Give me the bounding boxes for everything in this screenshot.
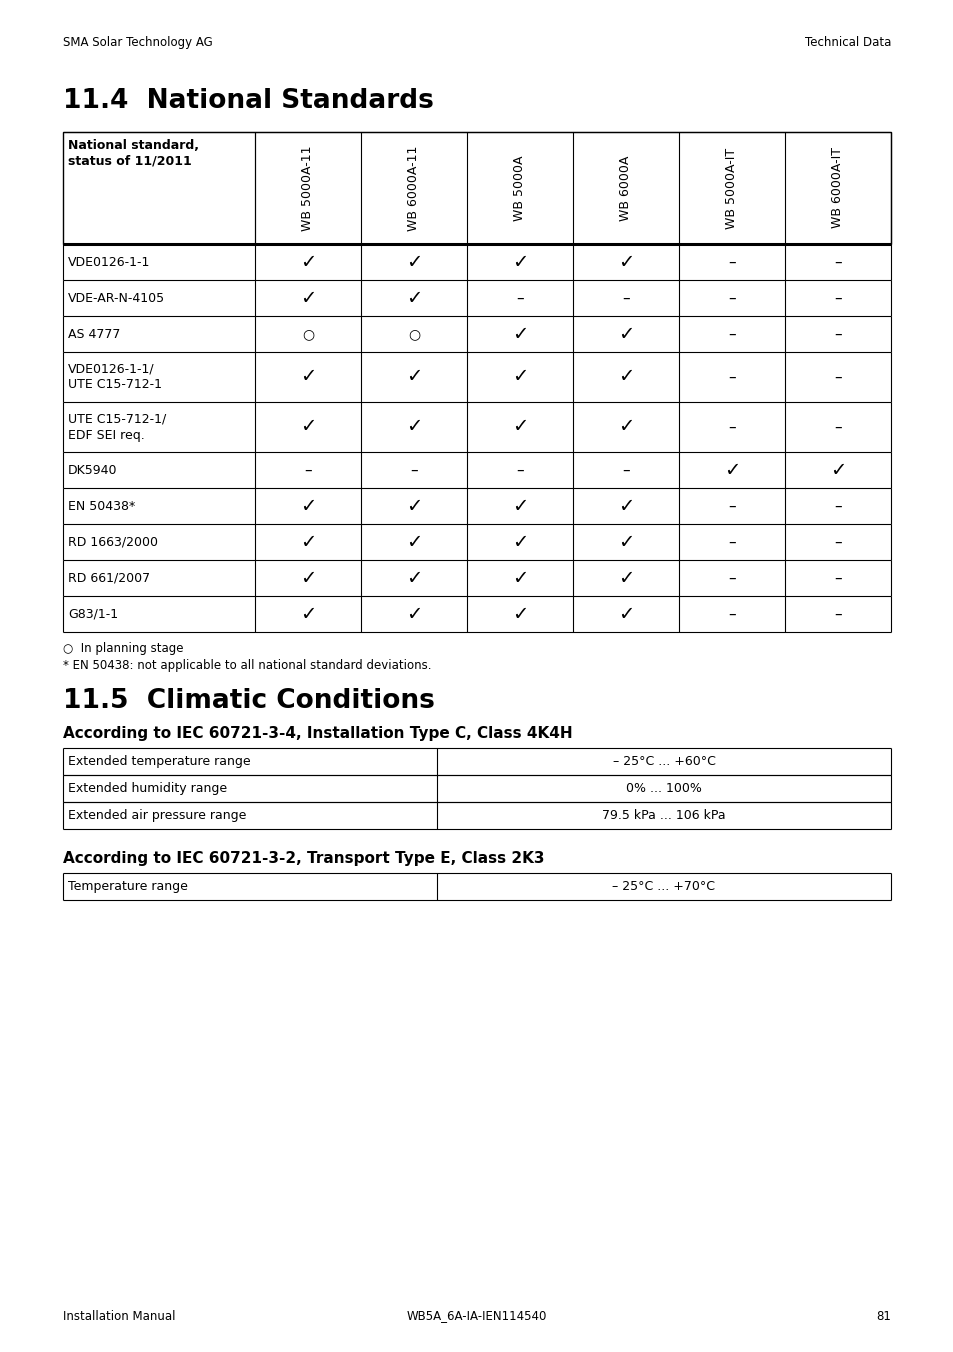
Text: 0% ... 100%: 0% ... 100%: [625, 781, 701, 795]
Text: G83/1-1: G83/1-1: [68, 607, 118, 621]
Text: 81: 81: [875, 1310, 890, 1322]
Text: –: –: [833, 291, 841, 306]
Text: –: –: [621, 291, 629, 306]
Text: – 25°C ... +70°C: – 25°C ... +70°C: [612, 880, 715, 894]
Text: ✓: ✓: [618, 604, 634, 623]
Text: –: –: [833, 571, 841, 585]
Text: –: –: [516, 462, 523, 477]
Text: ○  In planning stage: ○ In planning stage: [63, 642, 183, 654]
Text: Extended humidity range: Extended humidity range: [68, 781, 227, 795]
Text: – 25°C ... +60°C: – 25°C ... +60°C: [612, 754, 715, 768]
Text: ✓: ✓: [618, 418, 634, 437]
Text: ✓: ✓: [618, 568, 634, 588]
Text: Extended air pressure range: Extended air pressure range: [68, 808, 246, 822]
Text: ✓: ✓: [618, 533, 634, 552]
Text: –: –: [410, 462, 417, 477]
Text: –: –: [833, 534, 841, 549]
Text: VDE0126-1-1: VDE0126-1-1: [68, 256, 151, 269]
Text: ✓: ✓: [405, 568, 422, 588]
Text: WB 5000A-IT: WB 5000A-IT: [724, 147, 738, 228]
Text: RD 1663/2000: RD 1663/2000: [68, 535, 158, 549]
Bar: [63, 132, 890, 243]
Text: ✓: ✓: [405, 533, 422, 552]
Text: ✓: ✓: [618, 496, 634, 515]
Text: WB 6000A-IT: WB 6000A-IT: [831, 147, 843, 228]
Text: –: –: [621, 462, 629, 477]
Text: ✓: ✓: [511, 604, 528, 623]
Text: ○: ○: [408, 327, 419, 341]
Text: ✓: ✓: [511, 324, 528, 343]
Text: ✓: ✓: [299, 253, 315, 272]
Text: –: –: [727, 291, 735, 306]
Text: WB 5000A-11: WB 5000A-11: [301, 145, 314, 231]
Text: DK5940: DK5940: [68, 464, 117, 476]
Text: –: –: [516, 291, 523, 306]
Text: ✓: ✓: [299, 533, 315, 552]
Text: –: –: [727, 419, 735, 434]
Text: UTE C15-712-1/
EDF SEI req.: UTE C15-712-1/ EDF SEI req.: [68, 412, 166, 442]
Text: ✓: ✓: [405, 368, 422, 387]
Text: VDE-AR-N-4105: VDE-AR-N-4105: [68, 292, 165, 304]
Text: RD 661/2007: RD 661/2007: [68, 572, 150, 584]
Text: –: –: [833, 419, 841, 434]
Text: WB5A_6A-IA-IEN114540: WB5A_6A-IA-IEN114540: [406, 1310, 547, 1322]
Text: ✓: ✓: [511, 496, 528, 515]
Text: ✓: ✓: [511, 568, 528, 588]
Text: SMA Solar Technology AG: SMA Solar Technology AG: [63, 37, 213, 49]
Text: ✓: ✓: [299, 288, 315, 307]
Text: ✓: ✓: [299, 604, 315, 623]
Text: ✓: ✓: [723, 461, 740, 480]
Text: VDE0126-1-1/
UTE C15-712-1: VDE0126-1-1/ UTE C15-712-1: [68, 362, 162, 392]
Text: 79.5 kPa ... 106 kPa: 79.5 kPa ... 106 kPa: [601, 808, 725, 822]
Text: ✓: ✓: [511, 368, 528, 387]
Text: Technical Data: Technical Data: [803, 37, 890, 49]
Text: ✓: ✓: [511, 253, 528, 272]
Text: ✓: ✓: [511, 533, 528, 552]
Text: ✓: ✓: [405, 288, 422, 307]
Text: Installation Manual: Installation Manual: [63, 1310, 175, 1322]
Text: ✓: ✓: [511, 418, 528, 437]
Text: –: –: [833, 607, 841, 622]
Text: ✓: ✓: [299, 368, 315, 387]
Text: According to IEC 60721-3-4, Installation Type C, Class 4K4H: According to IEC 60721-3-4, Installation…: [63, 726, 572, 741]
Text: EN 50438*: EN 50438*: [68, 499, 135, 512]
Text: AS 4777: AS 4777: [68, 327, 120, 341]
Text: ○: ○: [301, 327, 314, 341]
Text: ✓: ✓: [829, 461, 845, 480]
Text: WB 5000A: WB 5000A: [513, 155, 526, 220]
Text: –: –: [727, 534, 735, 549]
Text: * EN 50438: not applicable to all national standard deviations.: * EN 50438: not applicable to all nation…: [63, 658, 431, 672]
Text: –: –: [833, 369, 841, 384]
Text: ✓: ✓: [405, 418, 422, 437]
Text: –: –: [727, 499, 735, 514]
Text: Extended temperature range: Extended temperature range: [68, 754, 251, 768]
Text: ✓: ✓: [618, 324, 634, 343]
Text: –: –: [833, 326, 841, 342]
Text: ✓: ✓: [618, 253, 634, 272]
Text: 11.5  Climatic Conditions: 11.5 Climatic Conditions: [63, 688, 435, 714]
Text: Temperature range: Temperature range: [68, 880, 188, 894]
Text: –: –: [833, 499, 841, 514]
Text: –: –: [727, 369, 735, 384]
Text: ✓: ✓: [405, 604, 422, 623]
Text: ✓: ✓: [618, 368, 634, 387]
Text: –: –: [304, 462, 312, 477]
Text: ✓: ✓: [405, 253, 422, 272]
Text: WB 6000A-11: WB 6000A-11: [407, 145, 420, 231]
Text: –: –: [727, 607, 735, 622]
Text: ✓: ✓: [299, 568, 315, 588]
Text: –: –: [727, 571, 735, 585]
Text: WB 6000A: WB 6000A: [618, 155, 632, 220]
Text: –: –: [727, 326, 735, 342]
Text: ✓: ✓: [405, 496, 422, 515]
Text: 11.4  National Standards: 11.4 National Standards: [63, 88, 434, 114]
Text: According to IEC 60721-3-2, Transport Type E, Class 2K3: According to IEC 60721-3-2, Transport Ty…: [63, 850, 544, 867]
Text: –: –: [833, 254, 841, 269]
Text: ✓: ✓: [299, 418, 315, 437]
Text: –: –: [727, 254, 735, 269]
Text: National standard,
status of 11/2011: National standard, status of 11/2011: [68, 139, 199, 168]
Text: ✓: ✓: [299, 496, 315, 515]
